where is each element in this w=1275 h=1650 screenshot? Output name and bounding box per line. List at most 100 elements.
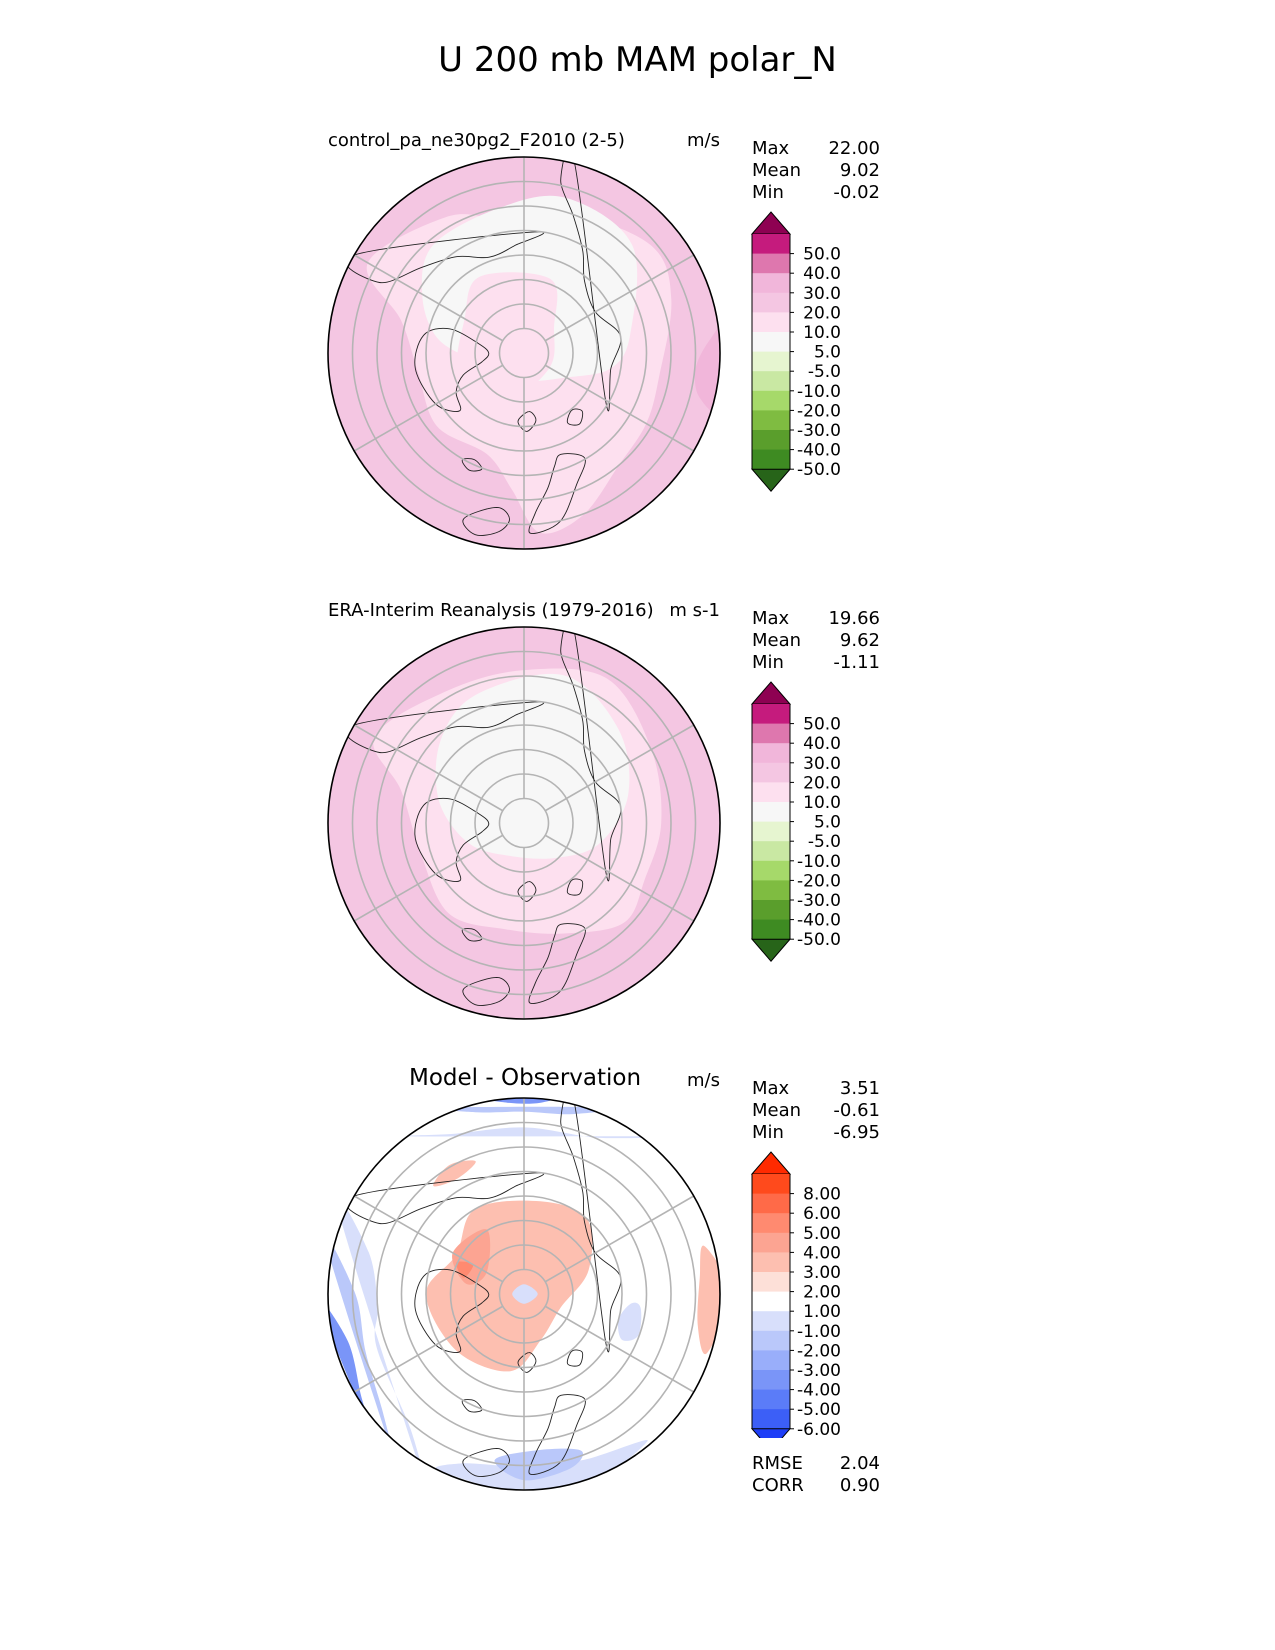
colorbar-segment [752, 880, 790, 901]
colorbar-segment [752, 1174, 790, 1195]
stat-value: -1.11 [833, 652, 880, 673]
obs-polar-map [327, 626, 721, 1020]
colorbar-tick-label: -10.0 [797, 382, 841, 402]
contour-region [697, 1245, 720, 1355]
colorbar-segment [752, 1350, 790, 1371]
colorbar-tick-label: 4.00 [803, 1243, 841, 1263]
coastline-segment [461, 928, 483, 942]
panel-3-title: Model - Observation [409, 1065, 642, 1091]
stat-label: Max [752, 608, 790, 629]
contour-region [328, 1234, 395, 1461]
contour-fill-layer [328, 627, 720, 1019]
coastline-segment [461, 1399, 483, 1413]
contour-region [336, 1196, 426, 1485]
colorbar-tick-label: 5.0 [814, 343, 841, 363]
panel-1-units: m/s [687, 130, 720, 151]
coastline-segment [345, 701, 545, 754]
coastline-segment [517, 881, 537, 902]
colorbar-segment [752, 390, 790, 411]
colorbar-tick-label: 10.0 [803, 793, 841, 813]
colorbar-extend-min [750, 468, 792, 492]
coastline-segment [462, 976, 510, 1006]
stat-value: -0.61 [833, 1100, 880, 1121]
colorbar-extend-min [750, 938, 792, 962]
colorbar-tick-label: -5.00 [797, 1400, 841, 1420]
field-colorbar-1: 50.040.030.020.010.05.0-5.0-10.0-20.0-30… [750, 211, 841, 492]
colorbar-segment [752, 1370, 790, 1391]
colorbar-segment [752, 1272, 790, 1293]
meridian-line [544, 834, 695, 922]
panel-3-error-stats: RMSE 2.04 CORR 0.90 [752, 1453, 880, 1497]
coastline-segment [517, 1352, 537, 1373]
graticule [351, 157, 697, 549]
coastline-segment [462, 1447, 510, 1477]
colorbar-tick-label: -20.0 [797, 401, 841, 421]
panel-2-title: ERA-Interim Reanalysis (1979-2016) [328, 600, 654, 621]
colorbar-tick-label: 20.0 [803, 773, 841, 793]
stat-value: -0.02 [833, 182, 880, 203]
stat-value: 22.00 [828, 138, 880, 159]
colorbar-segment [752, 802, 790, 823]
colorbar-segment [752, 704, 790, 725]
colorbar-segment [752, 430, 790, 451]
corr-value: 0.90 [839, 1475, 880, 1496]
colorbar-segment [752, 312, 790, 333]
colorbar-tick-label: -20.0 [797, 871, 841, 891]
colorbar-tick-label: -3.00 [797, 1361, 841, 1381]
colorbar-tick-label: -5.0 [808, 362, 841, 382]
colorbar-tick-label: 10.0 [803, 323, 841, 343]
colorbar-segment [752, 332, 790, 353]
meridian-line [544, 364, 695, 452]
rmse-value: 2.04 [839, 1453, 880, 1474]
colorbar-segment [752, 743, 790, 764]
colorbar-segment [752, 782, 790, 803]
stat-label: Min [752, 1122, 784, 1143]
coastline-segment [414, 327, 490, 412]
colorbar-tick-label: 3.00 [803, 1263, 841, 1283]
colorbar-tick-label: -2.00 [797, 1341, 841, 1361]
colorbar-tick-label: 8.00 [803, 1185, 841, 1205]
colorbar-segment [752, 449, 790, 470]
colorbar-segment [752, 1330, 790, 1351]
contour-region [694, 320, 720, 414]
colorbar-tick-label: -4.00 [797, 1381, 841, 1401]
stat-label: Min [752, 652, 784, 673]
meridian-line [353, 254, 504, 342]
coastline-segment [414, 797, 490, 882]
rmse-label: RMSE [752, 1453, 803, 1474]
map-boundary [327, 626, 721, 1020]
field-colorbar-2: 50.040.030.020.010.05.0-5.0-10.0-20.0-30… [750, 681, 841, 962]
colorbar-tick-label: -5.0 [808, 832, 841, 852]
meridian-line [353, 364, 504, 452]
colorbar-segment [752, 919, 790, 940]
colorbar-segment [752, 410, 790, 431]
coastline-segment [517, 411, 537, 432]
colorbar-segment [752, 1291, 790, 1312]
colorbar-tick-label: -30.0 [797, 421, 841, 441]
coastline-segment [345, 1172, 545, 1225]
coastline-segment [462, 506, 510, 536]
colorbar-tick-label: 50.0 [803, 245, 841, 265]
contour-region [433, 1160, 476, 1187]
graticule [351, 1098, 697, 1490]
corr-label: CORR [752, 1475, 804, 1496]
stat-label: Mean [752, 1100, 802, 1121]
panel-1-title: control_pa_ne30pg2_F2010 (2-5) [328, 130, 625, 151]
coastline-segment [461, 458, 483, 472]
contour-region [617, 1302, 642, 1341]
colorbar-tick-label: -6.00 [797, 1420, 841, 1438]
meridian-line [353, 834, 504, 922]
coastline-segment [345, 231, 545, 284]
meridian-line [353, 1305, 504, 1393]
stat-label: Max [752, 138, 790, 159]
colorbar-segment [752, 1232, 790, 1253]
colorbar-tick-label: 6.00 [803, 1204, 841, 1224]
colorbar-segment [752, 351, 790, 372]
colorbar-segment [752, 234, 790, 255]
colorbar-segment [752, 273, 790, 294]
stat-value: 9.02 [839, 160, 880, 181]
colorbar-segment [752, 841, 790, 862]
coastline-segment [414, 1268, 490, 1353]
colorbar-segment [752, 253, 790, 274]
colorbar-segment [752, 723, 790, 744]
